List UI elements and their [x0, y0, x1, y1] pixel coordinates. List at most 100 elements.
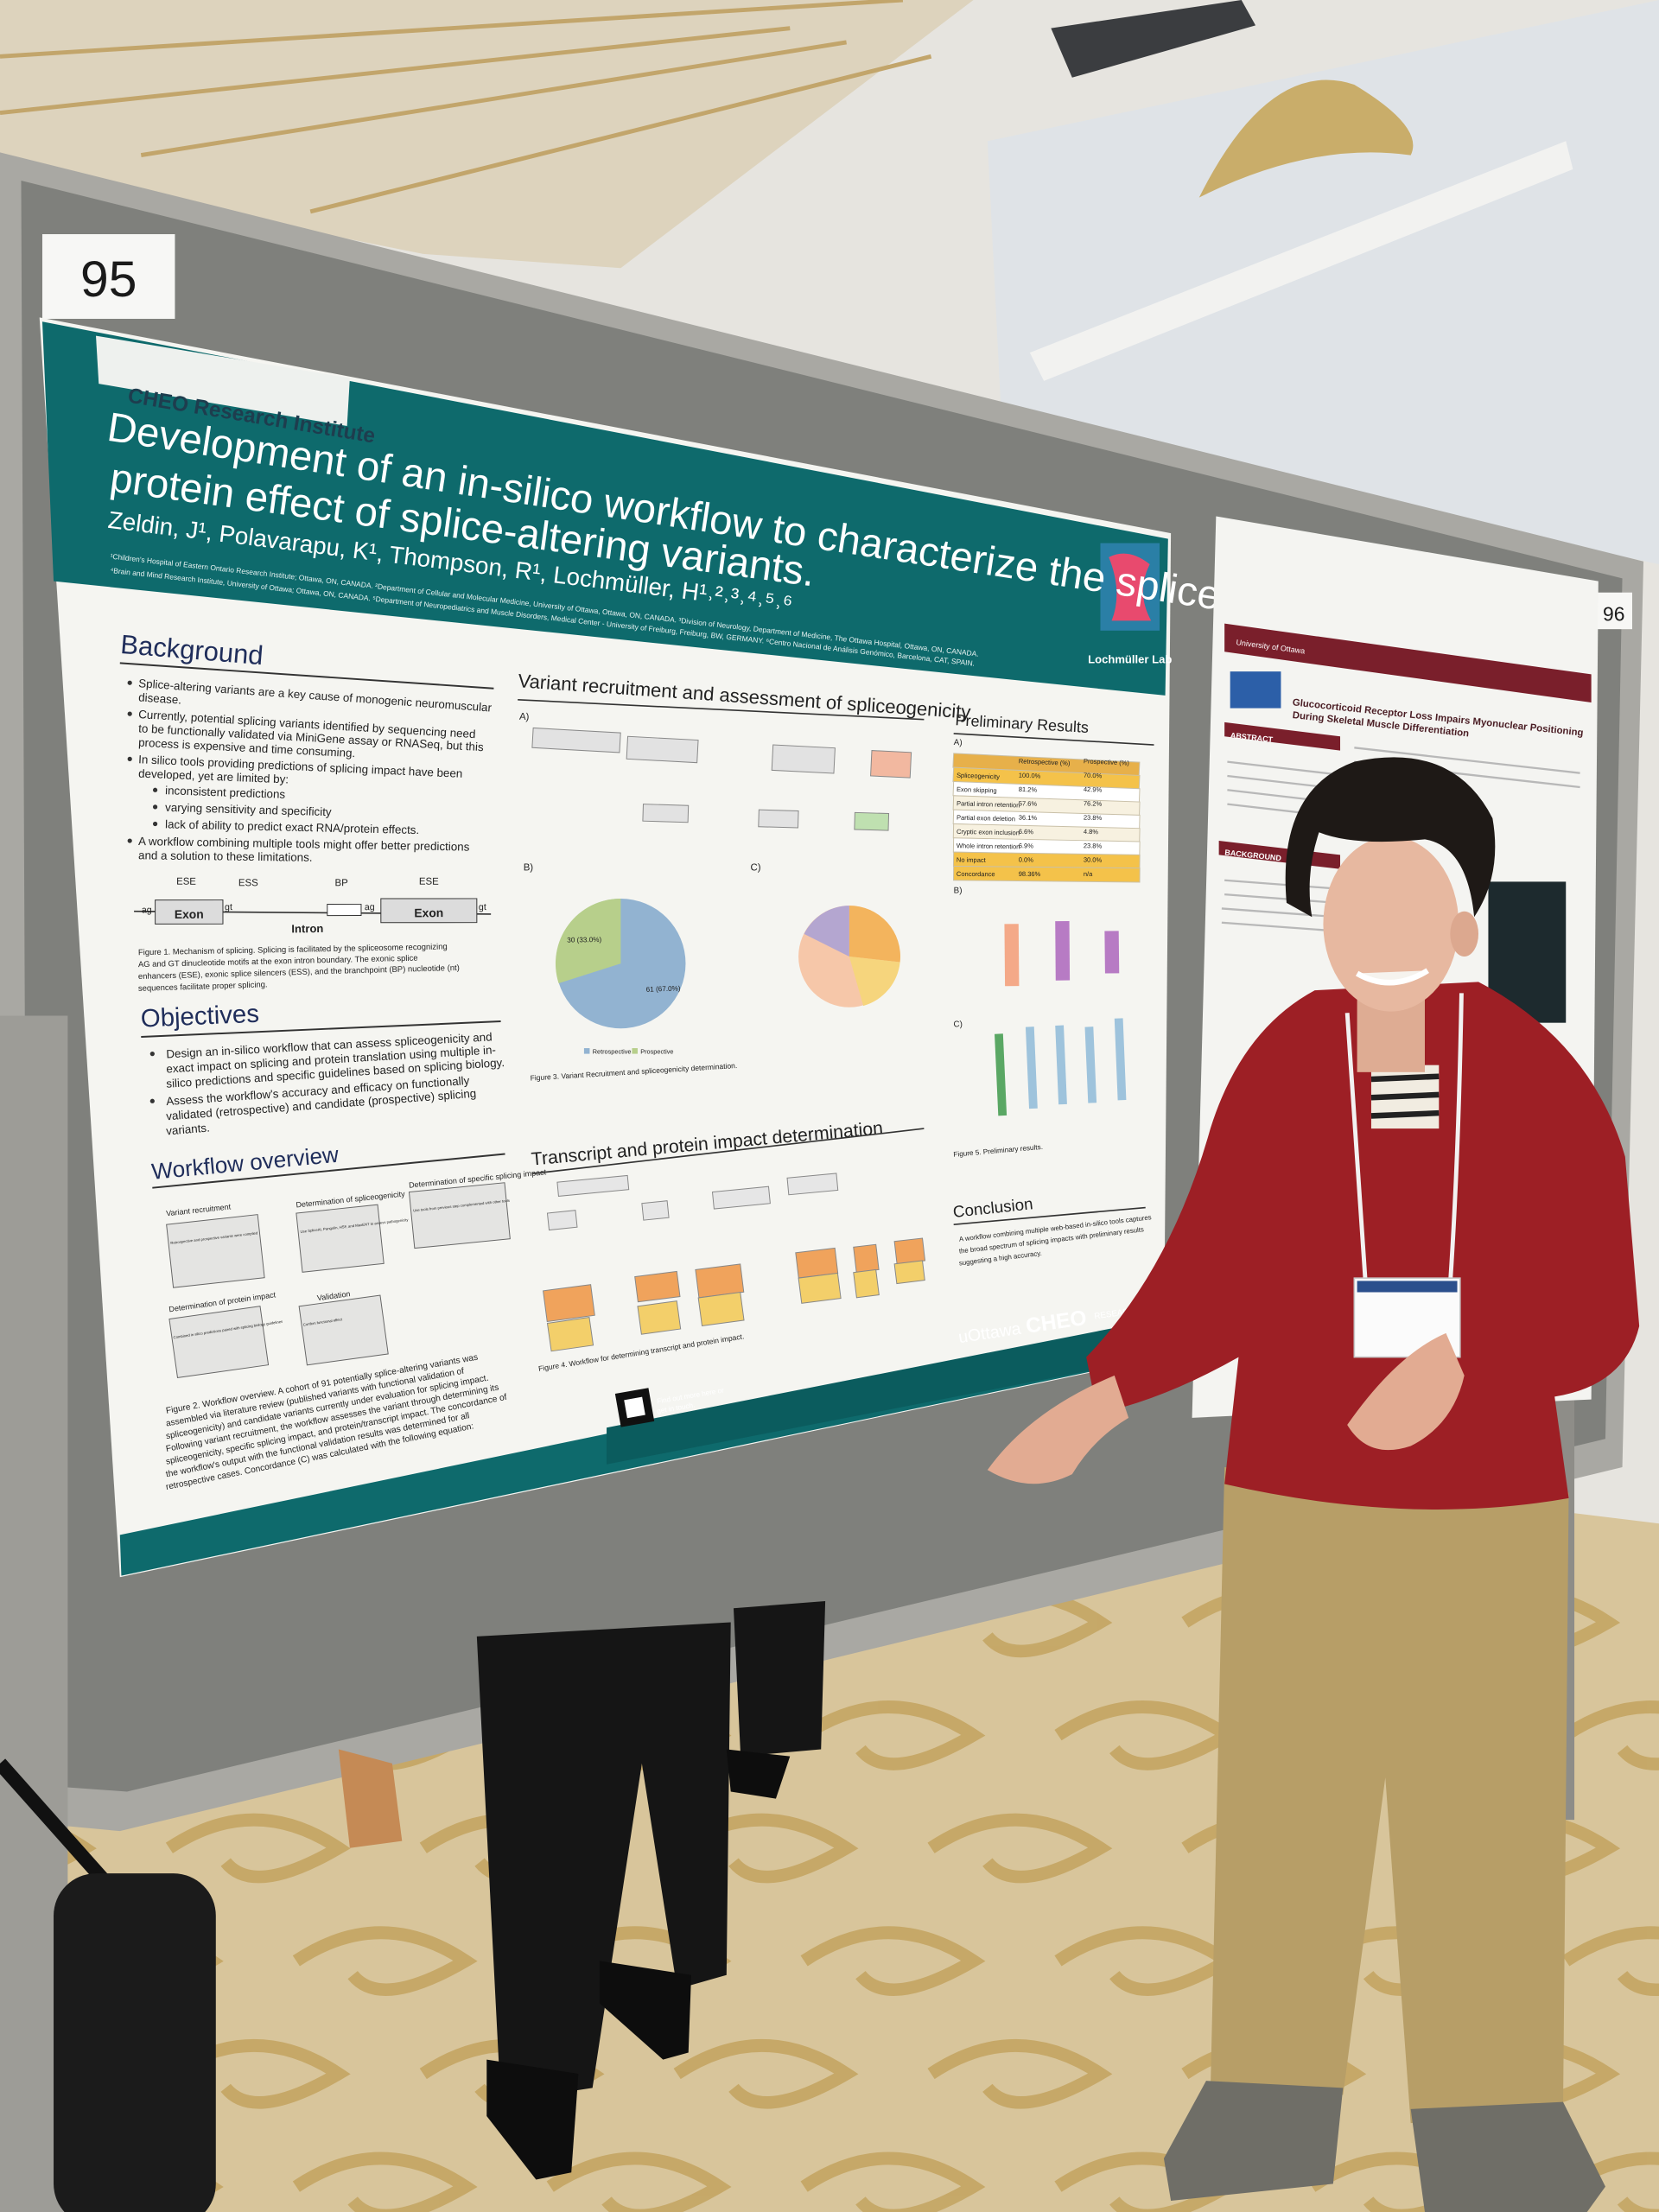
dinucleotide: ag: [142, 905, 152, 915]
flow-box: [870, 750, 912, 779]
institute-label: [96, 335, 350, 427]
table-cell: 6.9%: [1019, 842, 1034, 849]
pie-slice: [804, 906, 849, 957]
bullet-text: A workflow combining multiple tools migh…: [138, 835, 470, 854]
wall-ornament: [1198, 79, 1414, 198]
bullet-text: developed, yet are limited by:: [138, 767, 289, 786]
flow-box: [758, 809, 799, 829]
list-marker: [149, 1051, 155, 1057]
board-number: 96: [1603, 602, 1624, 625]
intron-label: Intron: [291, 922, 323, 935]
table-cell: 100.0%: [1019, 772, 1041, 780]
carpet-swirl: [165, 2039, 351, 2109]
result-bar: [1055, 1025, 1067, 1105]
table-cell: 23.8%: [1084, 842, 1103, 849]
table-header: Retrospective (%): [1019, 757, 1071, 767]
flow-box: [893, 1260, 925, 1285]
workflow-box: [298, 1294, 389, 1366]
flow-box: [546, 1210, 578, 1231]
legend-text: Prospective: [640, 1048, 673, 1056]
face: [1323, 836, 1459, 1012]
heading-rule: [152, 1153, 505, 1189]
motif-label: ESE: [176, 877, 196, 887]
visitor-legs: [476, 1622, 731, 2102]
legend-text: Retrospective: [593, 1048, 632, 1056]
panel-label: B): [954, 886, 963, 895]
legend-swatch: [583, 1048, 590, 1054]
number-card: [1595, 592, 1632, 630]
bullet: [127, 680, 132, 685]
motif-label: BP: [334, 878, 347, 888]
hand: [987, 1375, 1129, 1484]
dinucleotide: gt: [479, 902, 486, 912]
shirt-stripes: [1370, 1073, 1440, 1119]
flow-box: [546, 1316, 594, 1352]
pie-slice: [555, 898, 621, 983]
sub-bullet: inconsistent predictions: [165, 784, 286, 801]
table-header: Prospective (%): [1084, 757, 1130, 766]
result-bar: [1025, 1027, 1038, 1109]
bullet: [127, 711, 132, 716]
table-cell: No impact: [957, 856, 987, 864]
objective-text: variants.: [166, 1122, 211, 1138]
flow-box: [853, 1243, 880, 1273]
panel-label: A): [954, 738, 963, 747]
ornate-ceiling: [0, 0, 974, 269]
lanyard: [1344, 993, 1464, 1284]
table-cell: Spliceogenicity: [957, 772, 1001, 781]
flow-box: [626, 735, 699, 764]
hair: [1285, 757, 1496, 918]
wall-molding: [1029, 141, 1573, 381]
box-text: Confirm functional effect: [302, 1317, 343, 1327]
dinucleotide: ag: [365, 902, 375, 912]
flow-box: [556, 1174, 630, 1197]
bullet-text: disease.: [138, 690, 182, 706]
tube-case: [0, 1758, 216, 2212]
carpet-swirl: [1562, 1926, 1659, 1996]
dinucleotide: gt: [225, 902, 232, 912]
table-cell: Cryptic exon inclusion: [957, 828, 1020, 837]
table-cell: Exon skipping: [957, 785, 997, 795]
pie-label: 30 (33.0%): [567, 936, 601, 944]
poster-header: [1224, 623, 1592, 703]
result-bar: [1084, 1027, 1097, 1103]
flow-box: [786, 1173, 839, 1196]
shoe: [1410, 2101, 1605, 2212]
result-bar: [1055, 920, 1071, 981]
bullet: [127, 838, 132, 843]
strap: [0, 1758, 118, 1896]
carpet-swirl: [292, 2152, 478, 2212]
pie-slice: [849, 956, 900, 1007]
panel-label: B): [524, 862, 534, 873]
table-cell: 36.1%: [1019, 814, 1038, 823]
exon-label: Exon: [414, 906, 443, 919]
table-cell: 23.8%: [1084, 814, 1103, 823]
table-cell: Concordance: [957, 870, 995, 878]
section-bar: [1224, 721, 1341, 751]
table-cell: 76.2%: [1084, 799, 1103, 808]
air-vent: [1051, 0, 1256, 78]
flow-box: [853, 1268, 880, 1299]
bullet: [152, 787, 158, 792]
sub-bullet: varying sensitivity and specificity: [165, 801, 332, 818]
carpet-swirl: [800, 1926, 986, 1996]
panel-label: C): [751, 862, 761, 873]
shoe: [486, 2059, 579, 2180]
workflow-box: [168, 1306, 270, 1378]
motif-label: ESE: [419, 877, 439, 887]
footer-band: [607, 1319, 1160, 1465]
table-cell: 6.6%: [1019, 828, 1034, 836]
heading-rule: [141, 1020, 501, 1038]
table-cell: 98.36%: [1019, 870, 1041, 878]
carpet-swirl: [1562, 1700, 1659, 1770]
shoe: [599, 1961, 691, 2060]
carpet-swirl: [292, 1926, 478, 1996]
legend-swatch: [632, 1048, 638, 1054]
workflow-box: [296, 1204, 385, 1273]
pie-slice: [849, 906, 900, 963]
list-marker: [149, 1098, 155, 1103]
carpet-swirl: [800, 1700, 986, 1770]
shoe: [1163, 2081, 1344, 2201]
lab-logo-art: [1109, 553, 1152, 621]
